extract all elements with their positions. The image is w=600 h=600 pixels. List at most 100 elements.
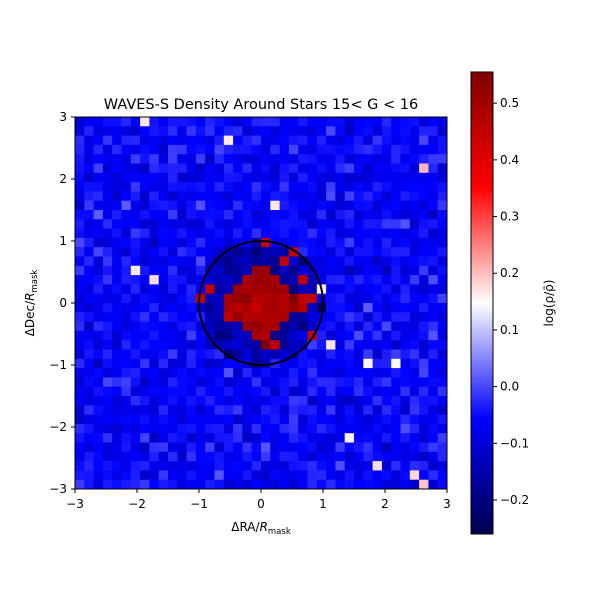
heatmap-cell (391, 433, 401, 443)
heatmap-cell (121, 396, 132, 406)
heatmap-cell (270, 479, 280, 490)
heatmap-cell (437, 182, 448, 192)
heatmap-cell (168, 451, 178, 462)
heatmap-cell (419, 237, 429, 248)
heatmap-cell (279, 312, 290, 322)
heatmap-cell (84, 461, 94, 471)
heatmap-cell (121, 117, 132, 127)
heatmap-cell (223, 414, 234, 425)
heatmap-cell (195, 414, 206, 425)
heatmap-cell (177, 237, 187, 248)
heatmap-cell (251, 200, 262, 211)
heatmap-cell (112, 433, 122, 443)
heatmap-cell (354, 461, 364, 471)
heatmap-cell (186, 219, 197, 229)
heatmap-cell (242, 303, 253, 313)
heatmap-cell (372, 479, 383, 490)
heatmap-cell (261, 358, 271, 369)
heatmap-cell (84, 219, 94, 229)
heatmap-cell (279, 293, 290, 304)
heatmap-cell (288, 144, 299, 155)
heatmap-cell (437, 117, 448, 127)
heatmap-cell (288, 172, 299, 183)
heatmap-cell (140, 228, 150, 239)
heatmap-cell (428, 126, 439, 136)
heatmap-cell (102, 256, 113, 267)
heatmap-cell (149, 312, 160, 322)
heatmap-cell (112, 135, 122, 146)
heatmap-cell (400, 275, 411, 285)
heatmap-cell (112, 126, 122, 136)
heatmap-cell (140, 182, 150, 192)
heatmap-cell (158, 442, 169, 453)
heatmap-cell (102, 340, 113, 350)
heatmap-cell (168, 321, 178, 332)
heatmap-cell (186, 470, 197, 481)
heatmap-cell (84, 275, 94, 285)
heatmap-cell (363, 340, 373, 350)
heatmap-cell (419, 396, 429, 406)
heatmap-cell (279, 451, 290, 462)
heatmap-cell (205, 275, 215, 285)
heatmap-cell (93, 442, 104, 453)
heatmap-cell (409, 237, 420, 248)
heatmap-cell (158, 451, 169, 462)
heatmap-cell (419, 377, 429, 388)
heatmap-cell (177, 144, 187, 155)
heatmap-cell (233, 396, 243, 406)
heatmap-cell (75, 117, 85, 127)
heatmap-cell (186, 228, 197, 239)
heatmap-cell (307, 386, 318, 397)
heatmap-cell (326, 433, 336, 443)
heatmap-cell (140, 312, 150, 322)
heatmap-cell (102, 386, 113, 397)
heatmap-cell (75, 172, 85, 183)
heatmap-cell (419, 358, 429, 369)
heatmap-cell (149, 117, 160, 127)
heatmap-cell (168, 368, 178, 378)
heatmap-cell (409, 163, 420, 174)
heatmap-cell (205, 154, 215, 164)
heatmap-cell (233, 135, 243, 146)
heatmap-cell (279, 303, 290, 313)
heatmap-cell (121, 451, 132, 462)
heatmap-cell (149, 219, 160, 229)
heatmap-cell (279, 442, 290, 453)
heatmap-cell (93, 330, 104, 341)
heatmap-cell (335, 191, 346, 202)
heatmap-cell (307, 265, 318, 276)
heatmap-cell (400, 414, 411, 425)
heatmap-cell (168, 433, 178, 443)
heatmap-cell (112, 265, 122, 276)
heatmap-cell (354, 321, 364, 332)
heatmap-cell (102, 219, 113, 229)
heatmap-cell (335, 219, 346, 229)
heatmap-cell (223, 451, 234, 462)
heatmap-cell (149, 135, 160, 146)
heatmap-cell (381, 368, 392, 378)
heatmap-cell (335, 461, 346, 471)
heatmap-cell (112, 293, 122, 304)
heatmap-cell (75, 451, 85, 462)
heatmap-cell (195, 219, 206, 229)
heatmap-cell (363, 228, 373, 239)
heatmap-cell (381, 154, 392, 164)
heatmap-cell (270, 423, 280, 434)
heatmap-cell (316, 126, 327, 136)
heatmap-cell (381, 126, 392, 136)
heatmap-cell (168, 330, 178, 341)
heatmap-cell (326, 182, 336, 192)
heatmap-cell (251, 321, 262, 332)
heatmap-cell (307, 303, 318, 313)
heatmap-cell (279, 126, 290, 136)
heatmap-cell (205, 461, 215, 471)
heatmap-cell (428, 284, 439, 295)
heatmap-cell (298, 321, 308, 332)
heatmap-cell (223, 386, 234, 397)
heatmap-cell (307, 358, 318, 369)
heatmap-cell (261, 349, 271, 360)
heatmap-cell (130, 423, 141, 434)
heatmap-cell (288, 256, 299, 267)
heatmap-cell (279, 191, 290, 202)
heatmap-cell (419, 442, 429, 453)
